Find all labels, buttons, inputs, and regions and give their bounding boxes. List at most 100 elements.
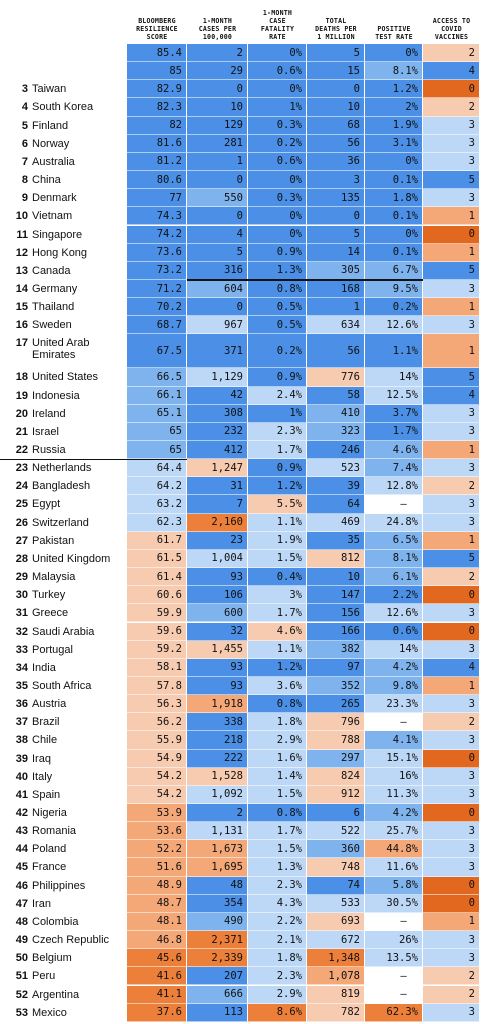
fatality-cell: 1.1% bbox=[248, 640, 307, 659]
score-cell: 48.7 bbox=[127, 894, 187, 913]
positive-rate-cell: 0% bbox=[365, 44, 423, 63]
country-label: Iran bbox=[32, 897, 51, 910]
country-label: United States bbox=[32, 371, 99, 384]
score-cell: 48.1 bbox=[127, 912, 187, 932]
fatality-cell: 8.6% bbox=[248, 1003, 307, 1022]
fatality-cell: 0.2% bbox=[248, 134, 307, 153]
positive-rate-cell: 9.5% bbox=[365, 279, 423, 299]
score-cell: 56.3 bbox=[127, 695, 187, 714]
fatality-cell: 5.5% bbox=[248, 495, 307, 514]
vaccines-cell: 4 bbox=[423, 386, 480, 405]
cases-cell: 550 bbox=[187, 189, 248, 208]
deaths-cell: 796 bbox=[307, 713, 365, 732]
country-label: Denmark bbox=[32, 192, 77, 205]
cases-cell: 0 bbox=[187, 298, 248, 317]
vaccines-cell: 3 bbox=[423, 931, 480, 950]
vaccines-cell: 3 bbox=[423, 459, 480, 478]
deaths-cell: 97 bbox=[307, 658, 365, 677]
country-label: Nigeria bbox=[32, 807, 67, 819]
vaccines-cell: 0 bbox=[423, 586, 480, 605]
deaths-cell: 5 bbox=[307, 44, 365, 63]
table-row: 3 Taiwan 82.9 0 0% 0 1.2% 0 bbox=[0, 80, 487, 99]
deaths-cell: 3 bbox=[307, 171, 365, 190]
table-row: 25 Egypt 63.2 7 5.5% 64–3 bbox=[0, 495, 487, 514]
fatality-cell: 0.9% bbox=[248, 243, 307, 262]
vaccines-cell: 1 bbox=[423, 298, 480, 317]
cases-cell: 218 bbox=[187, 731, 248, 750]
score-cell: 56.2 bbox=[127, 713, 187, 732]
positive-rate-cell: 0% bbox=[365, 152, 423, 172]
score-cell: 58.1 bbox=[127, 658, 187, 677]
table-row: 20 Ireland 65.1 308 1% 410 3.7% 3 bbox=[0, 404, 487, 423]
positive-rate-cell: 1.1% bbox=[365, 334, 423, 369]
fatality-cell: 1.2% bbox=[248, 658, 307, 677]
vaccines-cell: 3 bbox=[423, 785, 480, 804]
cases-cell: 967 bbox=[187, 316, 248, 335]
table-row: 19 Indonesia 66.1 42 2.4% 58 12.5% 4 bbox=[0, 386, 487, 405]
cases-cell: 2,339 bbox=[187, 949, 248, 968]
column-header-vaccines: ACCESS TO COVID VACCINES bbox=[432, 17, 471, 41]
positive-rate-cell: 25.7% bbox=[365, 822, 423, 841]
fatality-cell: 2.4% bbox=[248, 386, 307, 405]
deaths-cell: 1,078 bbox=[307, 967, 365, 986]
table-row: 49 Czech Republic 46.8 2,371 2.1% 672 26% 3 bbox=[0, 931, 487, 950]
score-cell: 59.9 bbox=[127, 604, 187, 623]
divider-line bbox=[0, 459, 187, 461]
cases-cell: 232 bbox=[187, 422, 248, 441]
fatality-cell: 1.3% bbox=[248, 858, 307, 877]
score-cell: 41.6 bbox=[127, 967, 187, 986]
rank-label: 52 bbox=[15, 988, 28, 1001]
deaths-cell: 0 bbox=[307, 207, 365, 226]
vaccines-cell: 3 bbox=[423, 116, 480, 135]
fatality-cell: 0.9% bbox=[248, 459, 307, 478]
positive-rate-cell: 12.6% bbox=[365, 604, 423, 623]
deaths-cell: 10 bbox=[307, 98, 365, 117]
rank-label: 13 bbox=[15, 264, 28, 277]
positive-rate-cell: 13.5% bbox=[365, 949, 423, 968]
table-row: 6 Norway 81.6 281 0.2% 56 3.1% 3 bbox=[0, 134, 487, 153]
fatality-cell: 1.5% bbox=[248, 785, 307, 804]
score-cell: 60.6 bbox=[127, 586, 187, 605]
deaths-cell: 788 bbox=[307, 731, 365, 750]
cases-cell: 48 bbox=[187, 876, 248, 895]
vaccines-cell: 3 bbox=[423, 604, 480, 623]
fatality-cell: 1.4% bbox=[248, 767, 307, 786]
deaths-cell: 147 bbox=[307, 586, 365, 605]
rank-label: 5 bbox=[21, 119, 28, 132]
table-row: 10 Vietnam 74.3 0 0% 0 0.1% 1 bbox=[0, 207, 487, 226]
positive-rate-cell: 3.1% bbox=[365, 134, 423, 153]
deaths-cell: 776 bbox=[307, 368, 365, 387]
cases-cell: 666 bbox=[187, 985, 248, 1004]
vaccines-cell: 0 bbox=[423, 749, 480, 768]
rank-label: 27 bbox=[15, 534, 28, 547]
deaths-cell: 748 bbox=[307, 858, 365, 877]
positive-rate-cell: – bbox=[365, 985, 423, 1004]
column-header-fatality-rate: 1-MONTH CASE FATALITY RATE bbox=[260, 9, 295, 41]
positive-rate-cell: 1.8% bbox=[365, 189, 423, 208]
country-label: Spain bbox=[32, 788, 61, 801]
rank-label: 45 bbox=[15, 861, 28, 874]
deaths-cell: 5 bbox=[307, 225, 365, 244]
score-cell: 67.5 bbox=[127, 334, 187, 369]
cases-cell: 7 bbox=[187, 495, 248, 514]
fatality-cell: 2.3% bbox=[248, 876, 307, 895]
rank-label: 37 bbox=[15, 716, 28, 729]
deaths-cell: 812 bbox=[307, 549, 365, 569]
fatality-cell: 2.2% bbox=[248, 912, 307, 932]
table-row: 47 Iran 48.7 354 4.3% 533 30.5% 0 bbox=[0, 894, 487, 913]
positive-rate-cell: 2.2% bbox=[365, 586, 423, 605]
rank-label: 44 bbox=[15, 843, 28, 856]
rank-label: 3 bbox=[21, 83, 28, 96]
cases-cell: 2 bbox=[187, 804, 248, 823]
rank-label: 32 bbox=[15, 625, 28, 638]
positive-rate-cell: 9.8% bbox=[365, 676, 423, 696]
divider-line bbox=[187, 278, 423, 281]
rank-label: 50 bbox=[15, 952, 28, 965]
deaths-cell: 168 bbox=[307, 279, 365, 299]
fatality-cell: 0.5% bbox=[248, 316, 307, 335]
vaccines-cell: 1 bbox=[423, 207, 480, 226]
positive-rate-cell: 30.5% bbox=[365, 894, 423, 913]
vaccines-cell: 3 bbox=[423, 767, 480, 786]
table-row: 33 Portugal 59.2 1,455 1.1% 382 14% 3 bbox=[0, 640, 487, 659]
fatality-cell: 1.1% bbox=[248, 513, 307, 532]
